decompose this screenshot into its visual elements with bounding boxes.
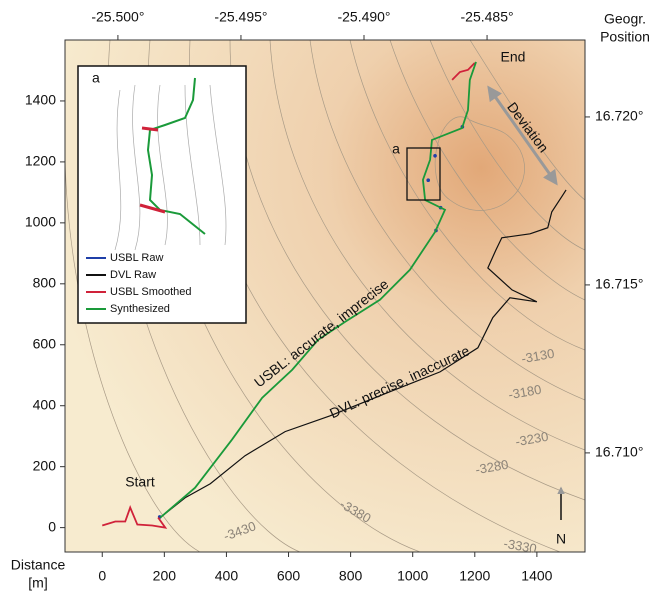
usbl-raw-point <box>426 178 430 182</box>
y-tick-label: 1200 <box>25 153 56 169</box>
annotation: End <box>501 49 526 65</box>
y2-tick-label: 16.715° <box>595 276 643 292</box>
annotation: Start <box>125 474 155 490</box>
legend-label: USBL Raw <box>110 252 163 264</box>
x2-axis-label: Position <box>600 29 650 45</box>
legend-label: USBL Smoothed <box>110 286 192 298</box>
y-tick-label: 0 <box>48 518 56 534</box>
legend-label: Synthesized <box>110 303 170 315</box>
x-tick-label: 600 <box>277 568 301 584</box>
annotation: N <box>556 531 566 547</box>
x-tick-label: 1400 <box>521 568 552 584</box>
y-tick-label: 600 <box>33 335 57 351</box>
y-tick-label: 800 <box>33 275 57 291</box>
x2-axis-label: Geogr. <box>604 11 646 27</box>
x-tick-label: 400 <box>215 568 239 584</box>
y-tick-label: 200 <box>33 457 57 473</box>
x-tick-label: 1000 <box>397 568 428 584</box>
legend-label: DVL Raw <box>110 269 156 281</box>
inset-letter: a <box>92 70 100 86</box>
inset-frame <box>78 66 246 323</box>
y2-tick-label: 16.720° <box>595 108 643 124</box>
y2-tick-label: 16.710° <box>595 444 643 460</box>
x2-tick-label: -25.495° <box>214 9 267 25</box>
y-tick-label: 1400 <box>25 92 56 108</box>
x-tick-label: 800 <box>339 568 363 584</box>
x2-tick-label: -25.500° <box>91 9 144 25</box>
x-axis-label: Distance <box>11 557 66 573</box>
x-tick-label: 0 <box>98 568 106 584</box>
y-tick-label: 400 <box>33 396 57 412</box>
x2-tick-label: -25.490° <box>337 9 390 25</box>
map-figure: a USBL Raw DVL Raw USBL Smoothed Synthesize… <box>0 0 659 601</box>
y-tick-label: 1000 <box>25 214 56 230</box>
x-tick-label: 1200 <box>459 568 490 584</box>
annotation: a <box>392 141 400 157</box>
inset: a USBL Raw DVL Raw USBL Smoothed Synthesize… <box>78 66 246 323</box>
x-axis-label: [m] <box>28 575 47 591</box>
usbl-raw-point <box>433 154 437 158</box>
x2-tick-label: -25.485° <box>461 9 514 25</box>
x-tick-label: 200 <box>153 568 177 584</box>
